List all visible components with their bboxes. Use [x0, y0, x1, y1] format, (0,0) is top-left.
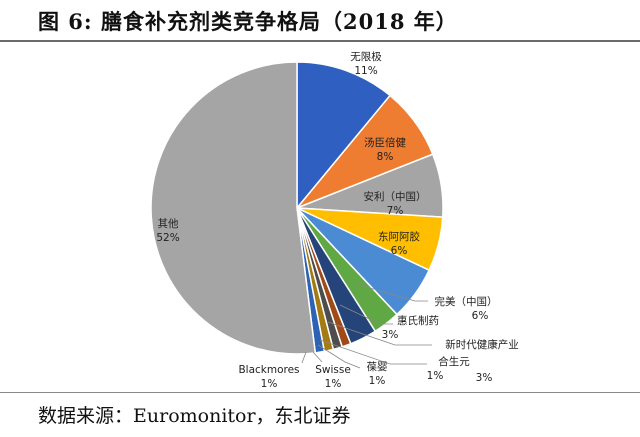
slice-labels: 无限极 11% 汤臣倍健 8% 安利（中国） 7% 东阿阿胶 6% 完美（中国） 6% 惠氏制药 3%…: [156, 50, 518, 390]
pie-slices: [150, 61, 444, 355]
pie-slice: [150, 61, 317, 355]
slice-value-label: 3%: [476, 372, 493, 384]
slice-label: 惠氏制药: [397, 314, 439, 327]
leader-line: [301, 351, 307, 364]
bottom-rule: [0, 392, 640, 393]
leader-line: [339, 304, 393, 325]
slice-value-label: 52%: [156, 232, 179, 244]
slice-value-label: 3%: [382, 329, 399, 341]
slice-value-label: 8%: [377, 151, 394, 163]
slice-value-label: 1%: [427, 370, 444, 382]
slice-value-label: 11%: [354, 65, 377, 77]
leader-line: [319, 339, 427, 365]
slice-label: Swisse: [315, 364, 351, 376]
leader-line: [317, 344, 361, 369]
slice-label: 安利（中国）: [364, 190, 427, 203]
slice-value-label: 6%: [391, 245, 408, 257]
slice-label: Blackmores: [238, 364, 299, 376]
slice-label: 东阿阿胶: [378, 230, 420, 243]
slice-value-label: 6%: [472, 310, 489, 322]
slice-label: 新时代健康产业: [445, 338, 519, 351]
figure-title: 图 6: 膳食补充剂类竞争格局（2018 年）: [38, 9, 458, 34]
slice-label: 汤臣倍健: [364, 136, 406, 149]
slice-value-label: 7%: [387, 205, 404, 217]
slice-value-label: 1%: [325, 378, 342, 390]
leader-line: [355, 283, 428, 302]
source-note: 数据来源：Euromonitor，东北证券: [38, 405, 351, 427]
leader-line: [312, 351, 323, 363]
figure-title-bar: 图 6: 膳食补充剂类竞争格局（2018 年）: [0, 0, 640, 42]
slice-label: 其他: [158, 217, 179, 230]
leader-lines: [301, 283, 432, 369]
leader-line: [327, 321, 432, 346]
pie-slice: [296, 61, 392, 211]
slice-label: 无限极: [350, 50, 382, 63]
slice-value-label: 1%: [261, 378, 278, 390]
slice-label: 合生元: [438, 355, 470, 368]
slice-label: 葆婴: [367, 361, 388, 373]
slice-label: 完美（中国）: [435, 295, 498, 308]
slice-value-label: 1%: [369, 375, 386, 387]
